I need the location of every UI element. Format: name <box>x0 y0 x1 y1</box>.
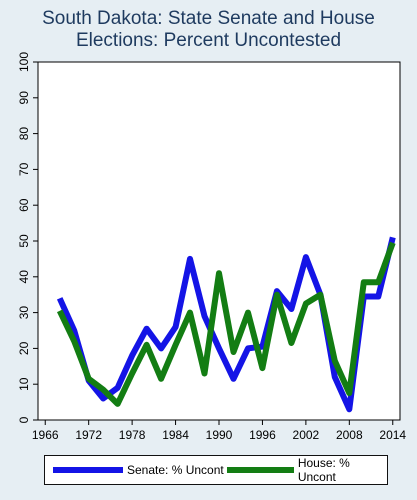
y-tick-label: 10 <box>17 377 31 391</box>
x-tick-label: 1978 <box>119 428 146 442</box>
y-tick-label: 20 <box>17 341 31 355</box>
legend-label-house: House: % Uncont <box>297 456 350 484</box>
y-tick-label: 90 <box>17 91 31 105</box>
series-layer <box>56 236 396 413</box>
x-tick-label: 2002 <box>293 428 320 442</box>
x-tick-label: 2008 <box>336 428 363 442</box>
x-tick-label: 2014 <box>379 428 406 442</box>
legend-item-senate: Senate: % Uncont <box>53 456 224 484</box>
x-tick-label: 1972 <box>75 428 102 442</box>
chart-title-line-1: South Dakota: State Senate and House <box>42 8 375 29</box>
y-tick-label: 100 <box>17 52 31 72</box>
x-tick-label: 1996 <box>249 428 276 442</box>
senate-series-line <box>56 236 396 413</box>
y-tick-label: 40 <box>17 270 31 284</box>
legend-item-house: House: % Uncont <box>227 456 387 484</box>
x-axis: 1966 1972 1978 1984 1990 1996 2002 2008 2014 <box>32 420 406 442</box>
legend-label-senate: Senate: % Uncont <box>127 463 224 477</box>
house-series-line <box>56 241 396 407</box>
x-tick-label: 1990 <box>206 428 233 442</box>
y-tick-label: 30 <box>17 306 31 320</box>
legend: Senate: % Uncont House: % Uncont <box>44 455 388 485</box>
y-tick-label: 80 <box>17 127 31 141</box>
legend-swatch-senate <box>53 467 123 473</box>
y-tick-label: 60 <box>17 198 31 212</box>
x-tick-label: 1984 <box>162 428 189 442</box>
x-tick-label: 1966 <box>32 428 59 442</box>
plot-area <box>37 61 401 421</box>
y-axis: 0 10 20 30 40 50 60 70 80 90 100 <box>17 52 38 423</box>
chart-title: South Dakota: State Senate and House Ele… <box>0 8 417 52</box>
y-tick-label: 50 <box>17 234 31 248</box>
legend-swatch-house <box>227 467 294 473</box>
y-tick-label: 0 <box>17 416 31 423</box>
y-tick-label: 70 <box>17 162 31 176</box>
chart-title-line-2: Elections: Percent Uncontested <box>75 30 342 51</box>
